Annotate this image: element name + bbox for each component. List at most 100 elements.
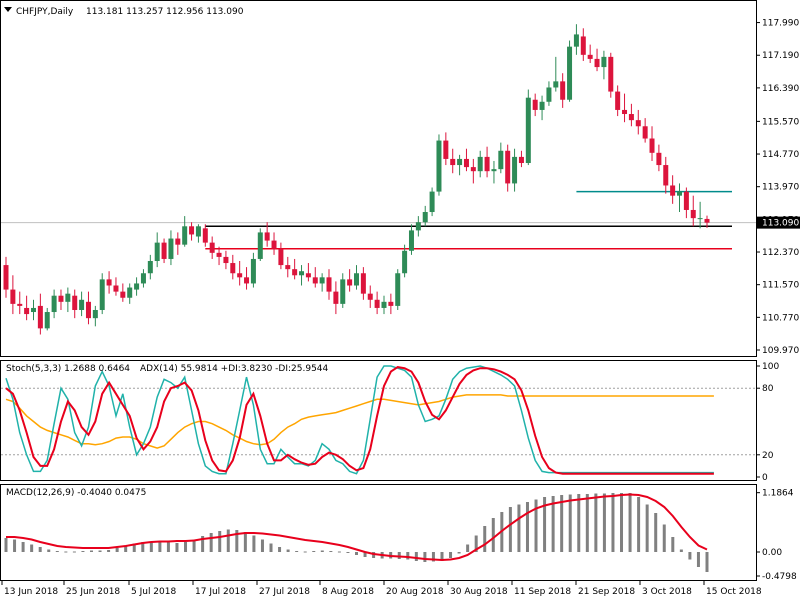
candle-body bbox=[99, 279, 105, 310]
candle bbox=[670, 175, 676, 204]
candle-body bbox=[72, 295, 78, 310]
macd-bar bbox=[688, 552, 692, 560]
stoch-tick-label: 20 bbox=[762, 451, 774, 461]
candle bbox=[608, 52, 614, 98]
candle bbox=[99, 273, 105, 315]
candle bbox=[395, 269, 401, 310]
stoch-tick-label: 0 bbox=[762, 473, 768, 483]
candle bbox=[587, 44, 593, 63]
macd-bar bbox=[312, 551, 316, 552]
macd-bar bbox=[423, 552, 427, 562]
candle bbox=[278, 242, 284, 270]
candle-body bbox=[24, 307, 30, 315]
time-tick-label: 15 Oct 2018 bbox=[706, 587, 762, 597]
candle bbox=[436, 134, 442, 196]
candle bbox=[663, 156, 669, 194]
candle-body bbox=[154, 242, 160, 261]
macd-bar bbox=[525, 502, 529, 552]
candle-body bbox=[395, 273, 401, 306]
price-tick-label: 117.990 bbox=[762, 19, 799, 29]
candle bbox=[567, 40, 573, 102]
macd-bar bbox=[124, 545, 128, 552]
macd-label: MACD(12,26,9) -0.4040 0.0475 bbox=[6, 488, 146, 498]
candle-body bbox=[127, 287, 133, 298]
stoch-tick-label: 80 bbox=[762, 384, 774, 394]
dropdown-triangle-icon[interactable] bbox=[4, 7, 12, 12]
macd-bar bbox=[577, 494, 581, 552]
macd-bar bbox=[98, 550, 102, 552]
macd-bar bbox=[346, 552, 350, 553]
candle-body bbox=[573, 34, 579, 47]
candle-body bbox=[539, 101, 545, 110]
candle-body bbox=[663, 165, 669, 186]
candle-body bbox=[429, 191, 435, 213]
macd-bar bbox=[295, 551, 299, 552]
candle bbox=[271, 232, 277, 255]
price-tick-label: 109.970 bbox=[762, 346, 799, 356]
macd-panel[interactable] bbox=[0, 484, 757, 581]
candle bbox=[580, 28, 586, 61]
stoch-panel[interactable] bbox=[0, 360, 757, 481]
candle-body bbox=[250, 258, 256, 284]
macd-bar bbox=[628, 493, 632, 552]
macd-bar bbox=[517, 504, 521, 552]
candle bbox=[422, 205, 428, 227]
candle-body bbox=[697, 218, 703, 220]
time-axis: 13 Jun 2018 25 Jun 2018 5 Jul 2018 17 Jul 2… bbox=[1, 581, 762, 597]
candle bbox=[573, 24, 579, 55]
macd-bar bbox=[585, 494, 589, 552]
candle-body bbox=[106, 279, 112, 286]
candle-body bbox=[670, 185, 676, 196]
candle-body bbox=[615, 91, 621, 110]
macd-bar bbox=[662, 524, 666, 552]
macd-bar bbox=[406, 552, 410, 560]
macd-bar bbox=[149, 541, 153, 552]
macd-tick-label: 0.00 bbox=[762, 548, 782, 558]
candle-body bbox=[457, 158, 463, 166]
candle bbox=[161, 238, 167, 264]
candle bbox=[147, 254, 153, 280]
macd-bar bbox=[209, 533, 213, 552]
candle bbox=[415, 216, 421, 237]
candle-body bbox=[271, 240, 277, 249]
candle-body bbox=[367, 293, 373, 300]
adx-line bbox=[5, 394, 714, 449]
candle-body bbox=[134, 283, 140, 290]
candle-body bbox=[587, 54, 593, 59]
candle-body bbox=[223, 256, 229, 264]
candle bbox=[292, 258, 298, 280]
candle bbox=[628, 103, 634, 127]
macd-bar bbox=[226, 529, 230, 552]
candle bbox=[305, 263, 311, 282]
candle bbox=[615, 85, 621, 117]
candle bbox=[518, 150, 524, 168]
candle bbox=[697, 201, 703, 229]
candle bbox=[642, 118, 648, 143]
candle-body bbox=[677, 191, 683, 196]
candle bbox=[326, 269, 332, 300]
candle bbox=[209, 236, 215, 259]
macd-bar bbox=[115, 548, 119, 552]
candle-body bbox=[216, 252, 222, 257]
candle-body bbox=[628, 114, 634, 121]
candle bbox=[525, 89, 531, 166]
price-panel[interactable] bbox=[0, 0, 757, 357]
candle-body bbox=[175, 238, 181, 245]
candle bbox=[312, 267, 318, 288]
candle-body bbox=[347, 279, 353, 286]
candle-body bbox=[3, 265, 9, 290]
candle bbox=[333, 281, 339, 315]
macd-bar bbox=[551, 496, 555, 552]
candle-body bbox=[580, 36, 586, 55]
candle-body bbox=[326, 277, 332, 292]
candle bbox=[244, 267, 250, 290]
candle-body bbox=[484, 156, 490, 172]
candle-body bbox=[257, 232, 263, 259]
candle bbox=[113, 277, 119, 296]
macd-tick-label: 1.1864 bbox=[762, 489, 794, 499]
candle bbox=[72, 289, 78, 319]
candle bbox=[690, 195, 696, 227]
macd-bar bbox=[705, 552, 709, 572]
candle-body bbox=[422, 212, 428, 223]
